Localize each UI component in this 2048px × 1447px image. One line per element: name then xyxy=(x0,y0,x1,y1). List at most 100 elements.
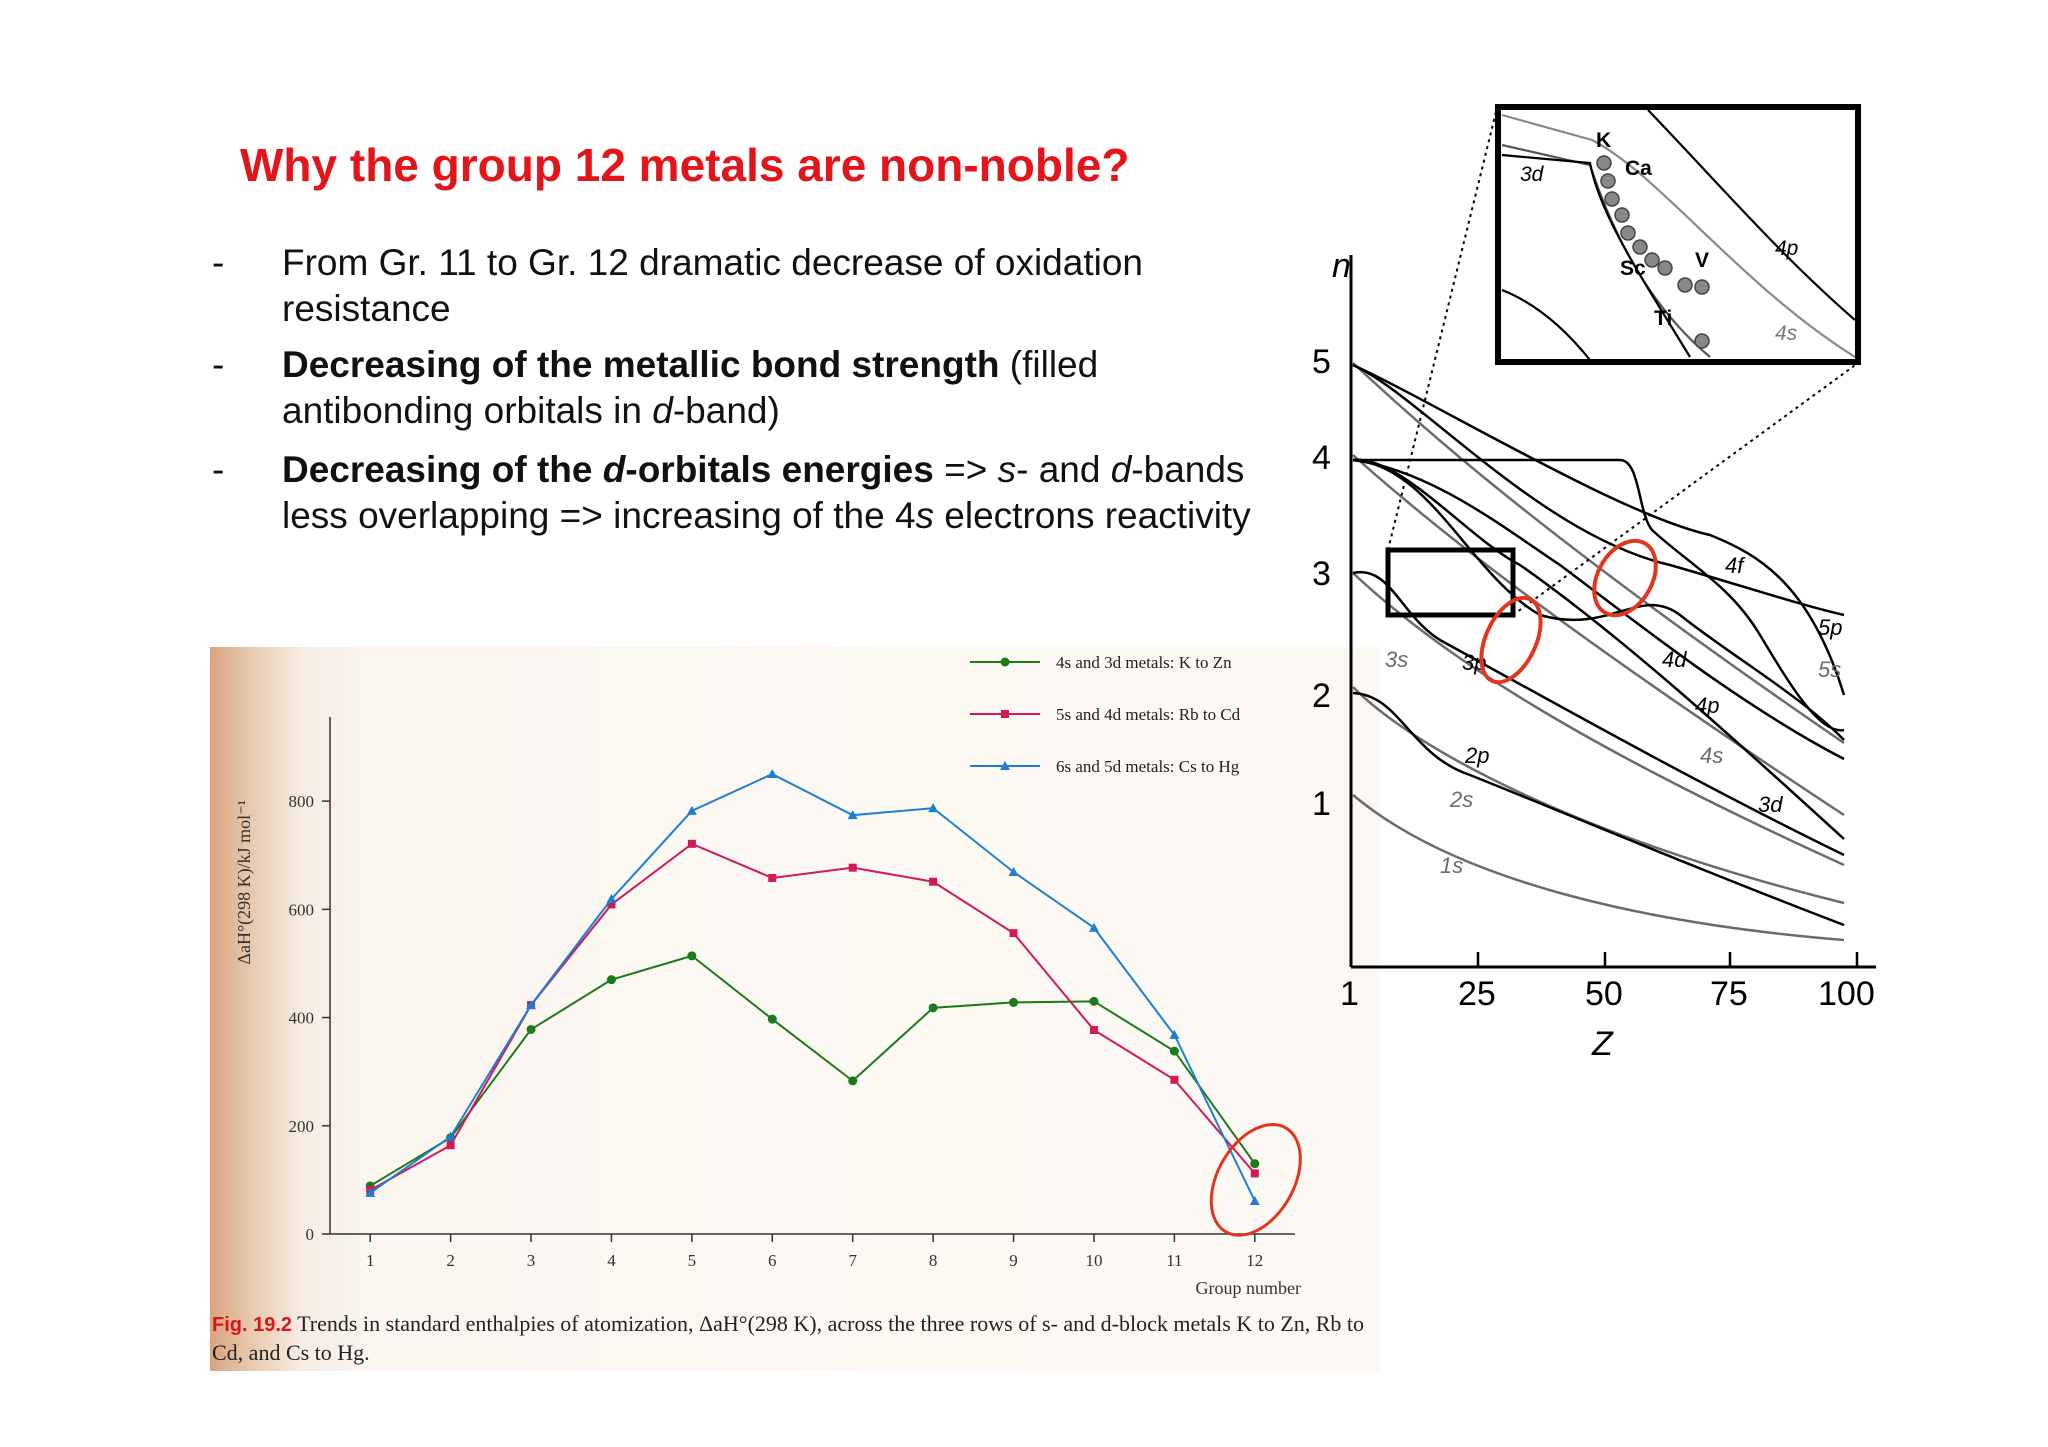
x-tick-label: 6 xyxy=(768,1251,777,1270)
bullet-text: Decreasing of the d-orbitals energies =>… xyxy=(282,447,1282,539)
data-point xyxy=(1169,1029,1180,1039)
data-point xyxy=(1250,1159,1260,1169)
data-point xyxy=(686,805,697,815)
y-tick-label: 200 xyxy=(289,1117,315,1136)
bullet-text: Decreasing of the metallic bond strength… xyxy=(282,342,1282,434)
inset-label-4p: 4p xyxy=(1775,237,1798,260)
data-point xyxy=(928,803,939,813)
legend-marker xyxy=(1000,761,1010,770)
y-tick-label: 600 xyxy=(289,900,315,919)
curve-label-4s: 4s xyxy=(1700,743,1723,768)
inset-label-Ca: Ca xyxy=(1625,157,1652,180)
curve-label-2s: 2s xyxy=(1449,787,1473,812)
y-tick-label: 3 xyxy=(1312,555,1331,593)
data-point xyxy=(1089,1026,1098,1035)
inset-label-4s: 4s xyxy=(1775,322,1798,345)
legend-label: 6s and 5d metals: Cs to Hg xyxy=(1056,757,1240,776)
curve-4s xyxy=(1352,454,1845,817)
y-tick-label: 1 xyxy=(1312,785,1331,823)
y-axis-label: n xyxy=(1332,247,1351,285)
legend-label: 5s and 4d metals: Rb to Cd xyxy=(1056,705,1241,724)
slide-title: Why the group 12 metals are non-noble? xyxy=(240,139,1130,191)
legend-marker xyxy=(1001,710,1009,718)
y-axis-label: ΔaH°(298 K)/kJ mol⁻¹ xyxy=(234,800,255,965)
highlight-ellipse xyxy=(1479,595,1543,685)
data-point xyxy=(929,877,938,886)
bullet-italic: d xyxy=(1110,449,1132,490)
data-point xyxy=(1250,1169,1259,1178)
x-tick-label: 5 xyxy=(688,1251,697,1270)
highlight-ellipse xyxy=(1209,1123,1302,1237)
data-point xyxy=(1249,1195,1260,1205)
zoom-connector xyxy=(1512,362,1859,616)
data-point xyxy=(1009,997,1019,1007)
x-tick-label: 25 xyxy=(1458,975,1496,1013)
data-point xyxy=(1170,1075,1179,1084)
curve-5p xyxy=(1352,363,1845,617)
curve-label-3s: 3s xyxy=(1385,647,1408,672)
series-line xyxy=(369,954,1256,1187)
y-tick-label: 400 xyxy=(289,1009,315,1028)
series-line xyxy=(369,772,1256,1202)
x-tick-label: 10 xyxy=(1085,1251,1102,1270)
x-tick-label: 1 xyxy=(1340,975,1359,1013)
caption-text: Trends in standard enthalpies of atomiza… xyxy=(212,1311,1365,1365)
bullet-dash: - xyxy=(212,449,225,490)
data-point xyxy=(445,1131,456,1141)
bullet-tail: -band) xyxy=(672,390,780,431)
bullet-rest: (filled antibonding orbitals in xyxy=(282,344,1099,431)
curve-label-4p: 4p xyxy=(1695,693,1719,718)
bullet-text: From Gr. 11 to Gr. 12 dramatic decrease … xyxy=(282,242,1143,329)
curve-4f-upper xyxy=(1352,363,1846,696)
data-point xyxy=(768,873,777,882)
legend-label: 4s and 3d metals: K to Zn xyxy=(1056,653,1232,672)
data-point xyxy=(687,951,697,961)
atomization-chart-photo: 0 200 400 600 800 1 2 3 4 5 6 7 8 9 10 11 12 Group number… xyxy=(210,647,1380,1371)
y-tick-label: 4 xyxy=(1312,439,1331,477)
data-point xyxy=(606,894,617,904)
data-point xyxy=(687,839,696,848)
curve-label-5p: 5p xyxy=(1818,615,1842,640)
bullet-part: electrons reactivity xyxy=(934,495,1251,536)
curve-label-5s: 5s xyxy=(1818,657,1841,682)
inset-label-Sc: Sc xyxy=(1620,257,1646,280)
x-tick-label: 1 xyxy=(366,1251,375,1270)
data-point xyxy=(928,1003,938,1013)
curve-label-4f: 4f xyxy=(1725,553,1746,578)
y-tick-label: 2 xyxy=(1312,677,1331,715)
curve-4f xyxy=(1353,458,1845,732)
x-tick-label: 7 xyxy=(848,1251,857,1270)
x-tick-label: 2 xyxy=(446,1251,455,1270)
x-axis-label: Z xyxy=(1591,1025,1614,1063)
data-point xyxy=(1088,922,1099,932)
curve-2s xyxy=(1352,686,1845,905)
data-point xyxy=(848,863,857,872)
x-tick-label: 9 xyxy=(1009,1251,1018,1270)
curve-3s xyxy=(1352,572,1845,867)
bullet-dash: - xyxy=(212,242,225,283)
y-tick-label: 0 xyxy=(306,1225,315,1244)
x-tick-label: 3 xyxy=(527,1251,536,1270)
bullet-bold-b: -orbitals energies xyxy=(625,449,934,490)
data-point xyxy=(365,1187,376,1197)
x-tick-label: 100 xyxy=(1818,975,1875,1013)
data-point xyxy=(607,900,616,909)
curve-4p xyxy=(1352,458,1845,761)
caption-label: Fig. 19.2 xyxy=(212,1314,293,1336)
highlight-ellipse xyxy=(1592,538,1658,618)
curve-3d xyxy=(1352,458,1845,840)
zoom-region-box xyxy=(1385,547,1516,618)
inset-label-Ti: Ti xyxy=(1654,307,1672,330)
data-point xyxy=(767,769,778,779)
y-tick-label: 5 xyxy=(1312,343,1331,381)
bullet-part: -bands less overlapping => increasing of… xyxy=(282,449,1245,536)
data-point xyxy=(1089,996,1099,1006)
curve-5s xyxy=(1352,362,1845,745)
bullet-dash: - xyxy=(212,344,225,385)
x-axis-label: Group number xyxy=(1196,1278,1301,1298)
curve-4d xyxy=(1352,458,1845,741)
x-tick-label: 12 xyxy=(1246,1251,1263,1270)
data-point xyxy=(848,1076,858,1086)
x-tick-label: 8 xyxy=(929,1251,938,1270)
